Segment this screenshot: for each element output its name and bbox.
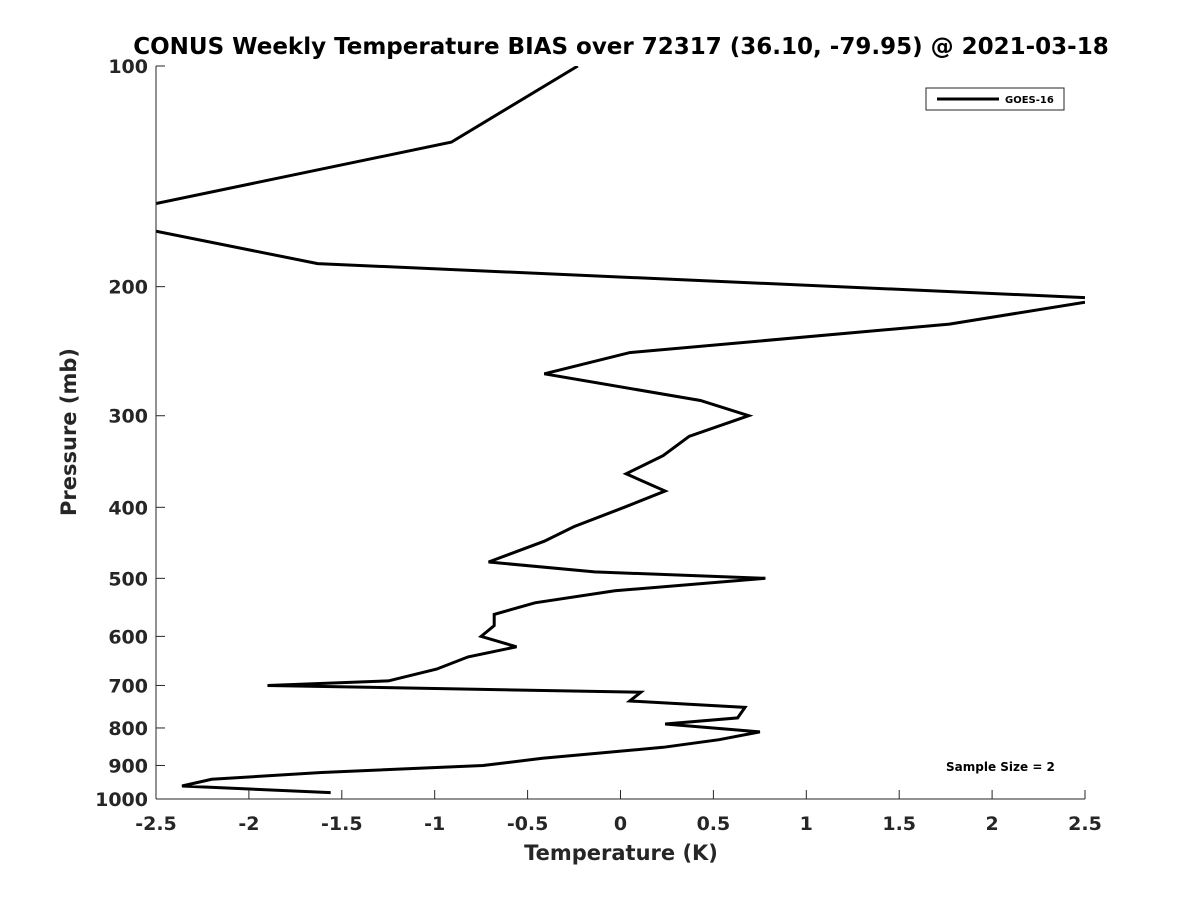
legend-label-goes-16: GOES-16 xyxy=(1005,95,1054,106)
x-tick-label: -1.5 xyxy=(321,813,363,835)
x-tick-label: -1 xyxy=(424,813,445,835)
y-tick-label: 400 xyxy=(108,497,148,519)
x-axis-label: Temperature (K) xyxy=(524,841,718,865)
y-tick-label: 500 xyxy=(108,568,148,590)
sample-size-annotation: Sample Size = 2 xyxy=(946,760,1055,774)
y-ticks: 100 200 300 400 500 600 700 800 900 1000 xyxy=(95,56,165,811)
x-ticks: -2.5 -2 -1.5 -1 -0.5 0 0.5 1 1.5 2 2.5 xyxy=(135,790,1102,835)
x-tick-label: 0.5 xyxy=(697,813,731,835)
plot-area xyxy=(155,66,1085,800)
series-line-goes-16 xyxy=(156,66,1085,795)
series-layer xyxy=(156,66,1085,795)
y-tick-label: 1000 xyxy=(95,789,148,811)
x-tick-label: 0 xyxy=(614,813,627,835)
x-tick-label: 2 xyxy=(985,813,998,835)
chart-title: CONUS Weekly Temperature BIAS over 72317… xyxy=(133,34,1108,60)
y-tick-label: 100 xyxy=(108,56,148,78)
y-tick-label: 800 xyxy=(108,718,148,740)
x-tick-label: -0.5 xyxy=(507,813,549,835)
y-axis-label: Pressure (mb) xyxy=(57,348,81,516)
legend: GOES-16 xyxy=(925,87,1065,111)
y-tick-label: 600 xyxy=(108,626,148,648)
x-tick-label: 2.5 xyxy=(1068,813,1102,835)
x-tick-label: 1.5 xyxy=(882,813,916,835)
y-tick-label: 900 xyxy=(108,755,148,777)
y-tick-label: 300 xyxy=(108,406,148,428)
x-tick-label: 1 xyxy=(800,813,813,835)
y-tick-label: 700 xyxy=(108,675,148,697)
x-tick-label: -2 xyxy=(238,813,259,835)
x-tick-label: -2.5 xyxy=(135,813,177,835)
y-tick-label: 200 xyxy=(108,277,148,299)
